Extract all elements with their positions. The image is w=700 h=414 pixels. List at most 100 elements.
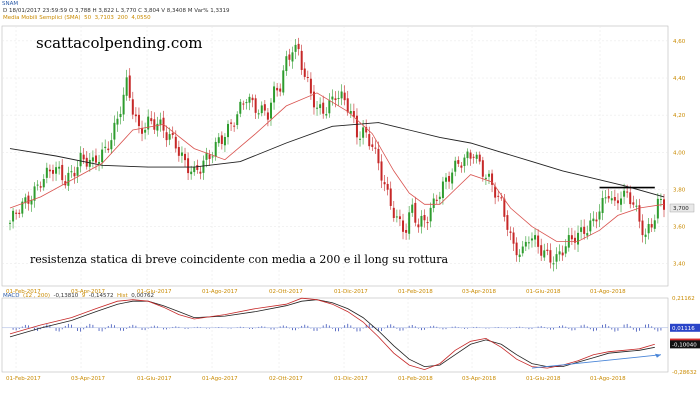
macd-axis-tag [670,368,700,376]
candle-body [42,179,45,188]
macd-x-tick: 01-Ago-2018 [590,376,626,382]
candle-body [190,171,193,175]
candle-body [236,114,239,125]
macd-axis-label: -0,10040 [672,342,697,348]
candle-body [487,173,490,177]
ticker-label: SNAM [2,1,19,7]
ma-legend: Media Mobili Semplici (SMA) 50 3,7103 20… [3,15,151,22]
candle-body [398,216,401,220]
annotation-text: resistenza statica di breve coincidente … [30,253,449,266]
candle-body [365,126,368,133]
candle-body [616,200,619,204]
candle-body [411,204,414,213]
candle-body [294,44,297,52]
candle-body [316,107,319,109]
macd-legend-params: (12 , 200) [23,293,51,299]
candle-body [331,96,334,100]
candle-body [242,103,245,105]
candle-body [521,246,524,254]
candle-body [426,222,429,224]
candle-body [497,195,500,197]
candle-body [94,155,97,163]
candle-body [432,198,435,209]
last-price-tag [669,203,695,213]
candle-body [260,105,263,114]
candle-body [586,233,589,236]
candle-body [644,234,647,237]
candle-body [352,111,355,118]
ma-legend-50-value: 3,7103 [94,15,114,21]
candle-body [503,198,506,217]
candle-body [273,86,276,103]
candle-body [128,75,131,98]
candle-body [291,52,294,62]
candle-body [383,182,386,185]
price-y-tick: 4,60 [673,39,686,45]
candle-body [101,149,104,163]
macd-axis-label: -0,28632 [672,370,697,376]
candle-body [70,171,73,173]
candle-body [205,152,208,160]
candle-body [564,246,567,254]
candle-body [76,167,79,176]
candle-body [208,154,211,159]
candle-body [626,191,629,193]
candle-body [638,205,641,222]
candle-body [527,242,530,244]
macd-pane [1,297,669,373]
price-pane [1,25,669,287]
macd-x-tick: 01-Feb-2017 [6,376,41,382]
candle-body [55,167,58,174]
candle-body [150,118,153,122]
price-x-tick: 01-Feb-2017 [6,289,41,295]
candle-body [445,177,447,182]
candle-body [48,169,51,172]
candle-body [457,160,460,164]
price-x-tick: 01-Ago-2018 [590,289,626,295]
candle-body [540,245,543,256]
candle-body [134,114,137,117]
macd-legend-signal-period: 9 [81,293,86,299]
candle-body [73,172,76,177]
candle-body [402,220,405,232]
candle-body [343,92,346,101]
candle-body [88,159,91,167]
candle-body [580,227,583,232]
price-x-tick: 01-Feb-2018 [398,289,433,295]
candle-body [110,140,113,150]
quote-high: H 3,822 [92,8,115,14]
price-y-tick: 4,20 [673,113,686,119]
macd-trendline-arrow [654,353,661,358]
candle-body [211,156,214,158]
candle-body [141,127,144,134]
quote-date: D 18/01/2017 [3,8,41,14]
quote-change: Var% 1,3319 [194,8,230,14]
candle-body [168,134,171,140]
candle-body [647,223,650,234]
candle-body [577,232,580,245]
candle-body [282,70,285,93]
candle-body [451,172,454,184]
quote-low: L 3,770 [115,8,137,14]
candle-body [36,184,39,186]
ma-legend-200: 200 [117,15,128,21]
candle-body [39,186,42,188]
candle-body [656,198,659,219]
candle-body [119,113,122,118]
candle-body [156,123,159,131]
candle-body [543,250,546,258]
candle-body [414,202,417,223]
ma-legend-50: 50 [84,15,92,21]
candle-body [322,102,325,114]
price-x-tick: 01-Ago-2017 [202,289,238,295]
macd-axis-label: 0,01116 [672,326,695,332]
candle-body [51,169,54,174]
candle-body [233,125,236,127]
price-x-tick: 01-Giu-2018 [526,289,561,295]
candle-body [374,147,377,149]
candle-body [122,94,125,115]
candle-body [613,197,616,201]
quote-volume: V 8,3408 M [161,8,193,14]
candle-body [561,252,564,256]
candle-body [199,171,202,174]
